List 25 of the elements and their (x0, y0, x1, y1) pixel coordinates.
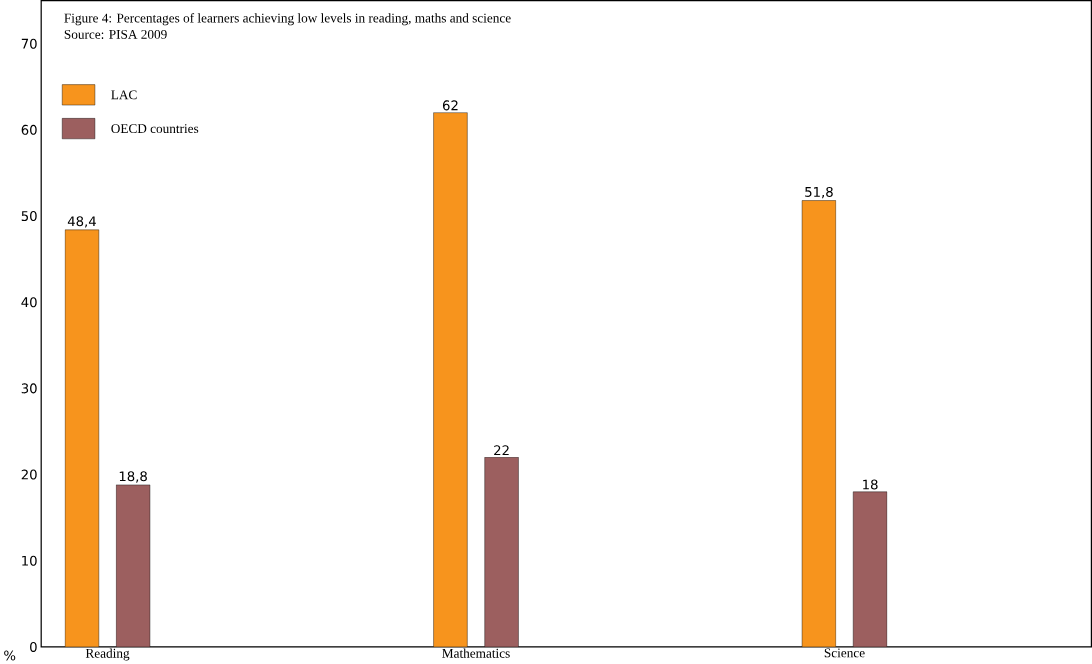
legend-label: OECD countries (111, 124, 199, 134)
text: Source: PISA 2009 (64, 29, 167, 39)
text: Figure 4: Percentages of learners achieving low levels in reading, maths and science (64, 13, 511, 26)
bar (801, 200, 837, 647)
y-tick-label: 30 (21, 383, 37, 394)
y-tick-label: 60 (21, 124, 37, 135)
data-label: 62 (442, 100, 458, 111)
x-tick-label: Science (824, 648, 865, 658)
data-label: 22 (494, 445, 509, 456)
data-label: 18 (863, 479, 878, 490)
y-axis-title: % (4, 650, 16, 661)
y-tick-label: 20 (21, 469, 37, 480)
y-tick-label: 10 (22, 555, 37, 566)
data-label: 18,8 (119, 471, 147, 483)
y-tick-label: 40 (21, 297, 37, 308)
bar (433, 112, 468, 647)
data-label: 48,4 (67, 216, 96, 228)
legend-label: LAC (111, 90, 137, 100)
y-tick-label: 70 (21, 38, 37, 49)
y-tick-label: 50 (21, 211, 37, 222)
x-tick-label: Mathematics (442, 648, 510, 658)
x-tick-label: Reading (85, 648, 130, 661)
data-label: 51,8 (805, 186, 833, 199)
y-tick-label: 0 (30, 641, 37, 652)
bar (64, 229, 100, 647)
